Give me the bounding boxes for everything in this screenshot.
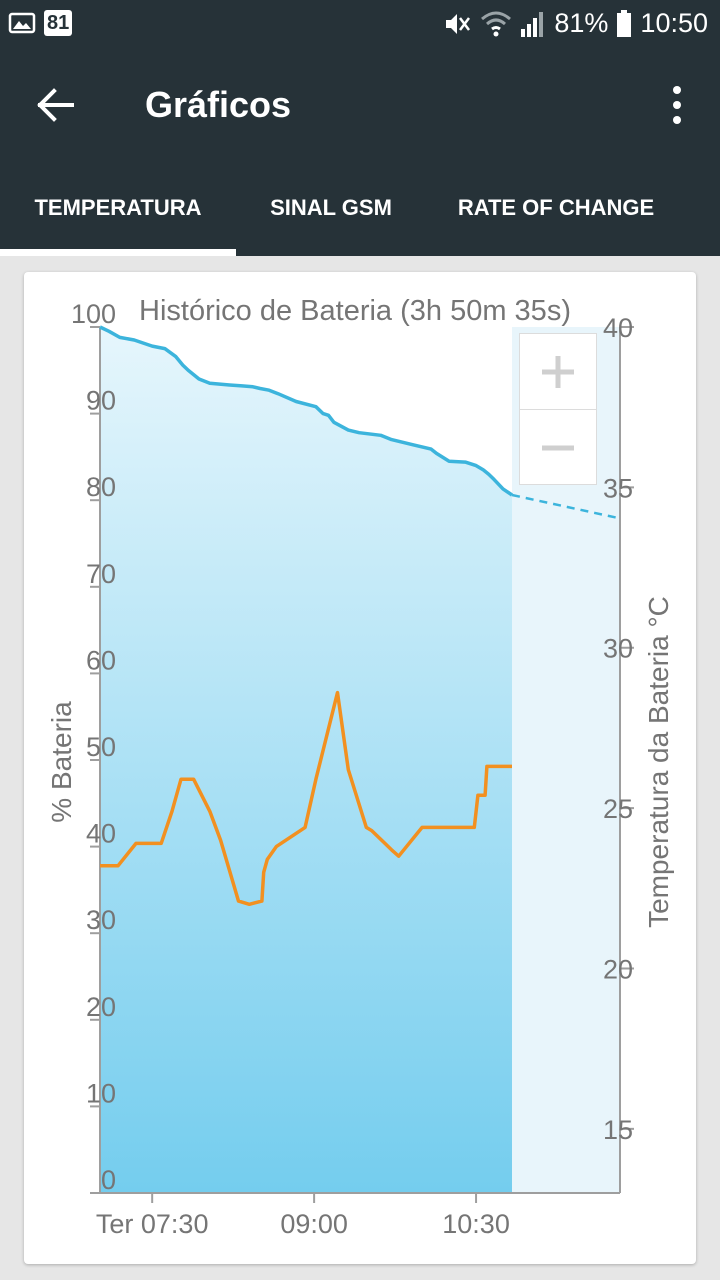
mute-icon bbox=[446, 13, 471, 34]
app-bar: Gráficos bbox=[0, 50, 720, 160]
selected-tab-indicator bbox=[0, 249, 236, 256]
status-left-icons: 81 bbox=[8, 10, 73, 36]
more-vert-icon bbox=[673, 86, 681, 124]
y-tick-label: 40 bbox=[86, 819, 116, 849]
battery-projection-line bbox=[511, 493, 621, 520]
tab-rate-of-change[interactable]: RATE OF CHANGE bbox=[426, 160, 686, 256]
x-tick-label: Ter 07:30 bbox=[96, 1209, 209, 1239]
y-axis-title: % Bateria bbox=[46, 701, 77, 823]
y-tick-label: 20 bbox=[86, 992, 116, 1022]
status-bar: 81 81% 10:50 bbox=[0, 0, 720, 50]
y-tick-label: 80 bbox=[86, 472, 116, 502]
tab-label: SINAL GSM bbox=[270, 195, 392, 220]
y-tick-label: 60 bbox=[86, 645, 116, 675]
overflow-menu-button[interactable] bbox=[660, 80, 694, 130]
battery-icon bbox=[617, 9, 632, 37]
x-tick-label: 10:30 bbox=[442, 1209, 510, 1239]
back-button[interactable] bbox=[30, 80, 80, 130]
y-tick-label: 50 bbox=[86, 732, 116, 762]
status-right-icons: 81% 10:50 bbox=[442, 8, 708, 39]
zoom-divider bbox=[520, 409, 596, 410]
y2-tick-label: 20 bbox=[603, 954, 633, 984]
temperature-series-line bbox=[100, 690, 512, 907]
tab-temperatura[interactable]: TEMPERATURA bbox=[0, 160, 236, 256]
zoom-control bbox=[519, 333, 597, 485]
battery-series-line bbox=[99, 325, 513, 497]
tab-label: RATE OF CHANGE bbox=[457, 195, 655, 220]
y2-axis-title: Temperatura da Bateria °C bbox=[643, 596, 674, 928]
signal-icon bbox=[521, 11, 544, 37]
chart-title: Histórico de Bateria (3h 50m 35s) bbox=[139, 295, 571, 327]
notification-badge: 81 bbox=[44, 10, 73, 36]
y-tick-label: 10 bbox=[86, 1078, 116, 1108]
minus-icon bbox=[542, 445, 574, 450]
y2-tick-label: 15 bbox=[603, 1115, 633, 1145]
x-tick-label: 09:00 bbox=[280, 1209, 348, 1239]
plus-icon bbox=[542, 355, 574, 388]
zoom-in-button[interactable] bbox=[520, 334, 596, 409]
tab-bar: TEMPERATURA SINAL GSM RATE OF CHANGE bbox=[0, 160, 720, 256]
wifi-icon bbox=[481, 11, 512, 36]
y2-tick-label: 30 bbox=[603, 634, 633, 664]
arrow-back-icon bbox=[37, 88, 74, 122]
y2-tick-label: 40 bbox=[603, 313, 633, 343]
image-icon bbox=[8, 12, 36, 34]
battery-percent: 81% bbox=[554, 8, 609, 38]
y2-tick-label: 35 bbox=[603, 473, 633, 503]
y-tick-label: 100 bbox=[71, 299, 116, 329]
y-tick-label: 0 bbox=[101, 1165, 116, 1195]
y-tick-label: 90 bbox=[86, 386, 116, 416]
y2-tick-label: 25 bbox=[603, 794, 633, 824]
tab-sinal-gsm[interactable]: SINAL GSM bbox=[236, 160, 426, 256]
y-tick-label: 70 bbox=[86, 559, 116, 589]
page-title: Gráficos bbox=[145, 84, 292, 125]
status-time: 10:50 bbox=[640, 8, 708, 38]
y-tick-label: 30 bbox=[86, 905, 116, 935]
zoom-out-button[interactable] bbox=[520, 410, 596, 485]
battery-area-fill bbox=[100, 327, 512, 1193]
tab-label: TEMPERATURA bbox=[34, 195, 202, 220]
